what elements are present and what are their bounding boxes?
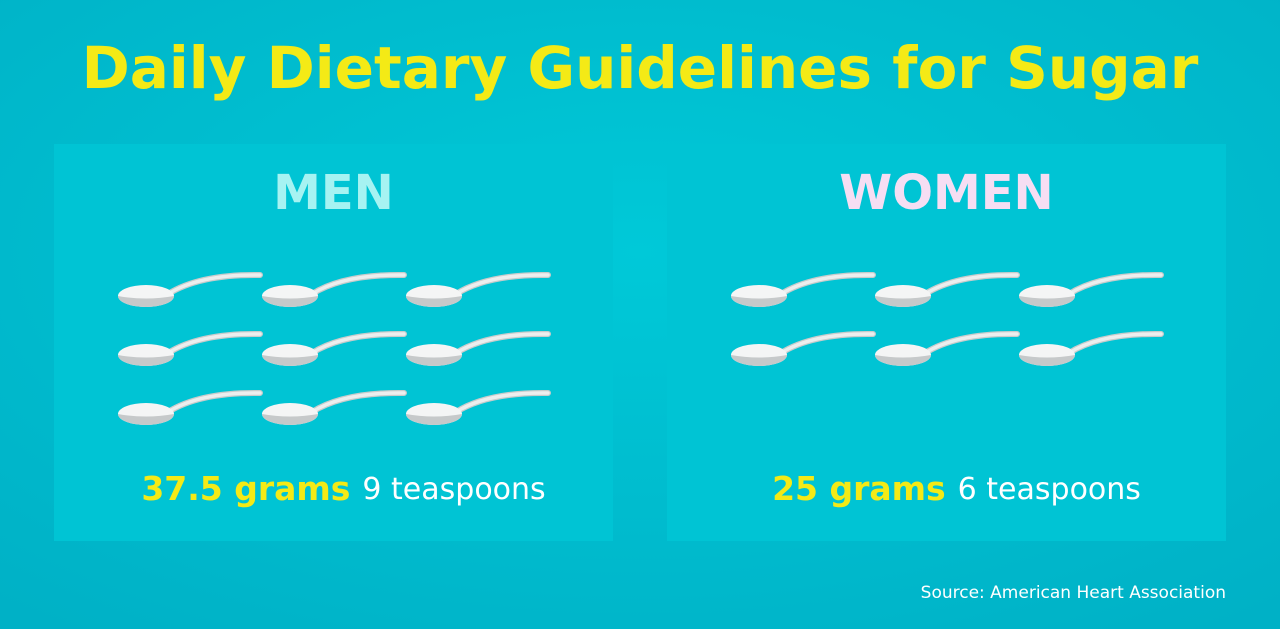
teaspoons: 6 teaspoons [958,472,1141,507]
amount-line: 25 grams 6 teaspoons [772,469,1141,508]
title: Daily Dietary Guidelines for Sugar [82,34,1199,102]
grams: 37.5 grams [141,469,350,508]
teaspoons: 9 teaspoons [362,472,545,507]
panel-heading: WOMEN [839,165,1053,221]
panel: WOMEN 25 grams 6 teaspoons [667,144,1226,541]
grams: 25 grams [772,469,946,508]
panel: MEN 37.5 grams 9 teaspoons [54,144,613,541]
amount-line: 37.5 grams 9 teaspoons [141,469,545,508]
panels: MEN 37.5 grams 9 teaspoons WOMEN 25 grams 6 t… [54,144,1226,541]
source: Source: American Heart Association [921,583,1226,603]
panel-heading: MEN [273,165,394,221]
